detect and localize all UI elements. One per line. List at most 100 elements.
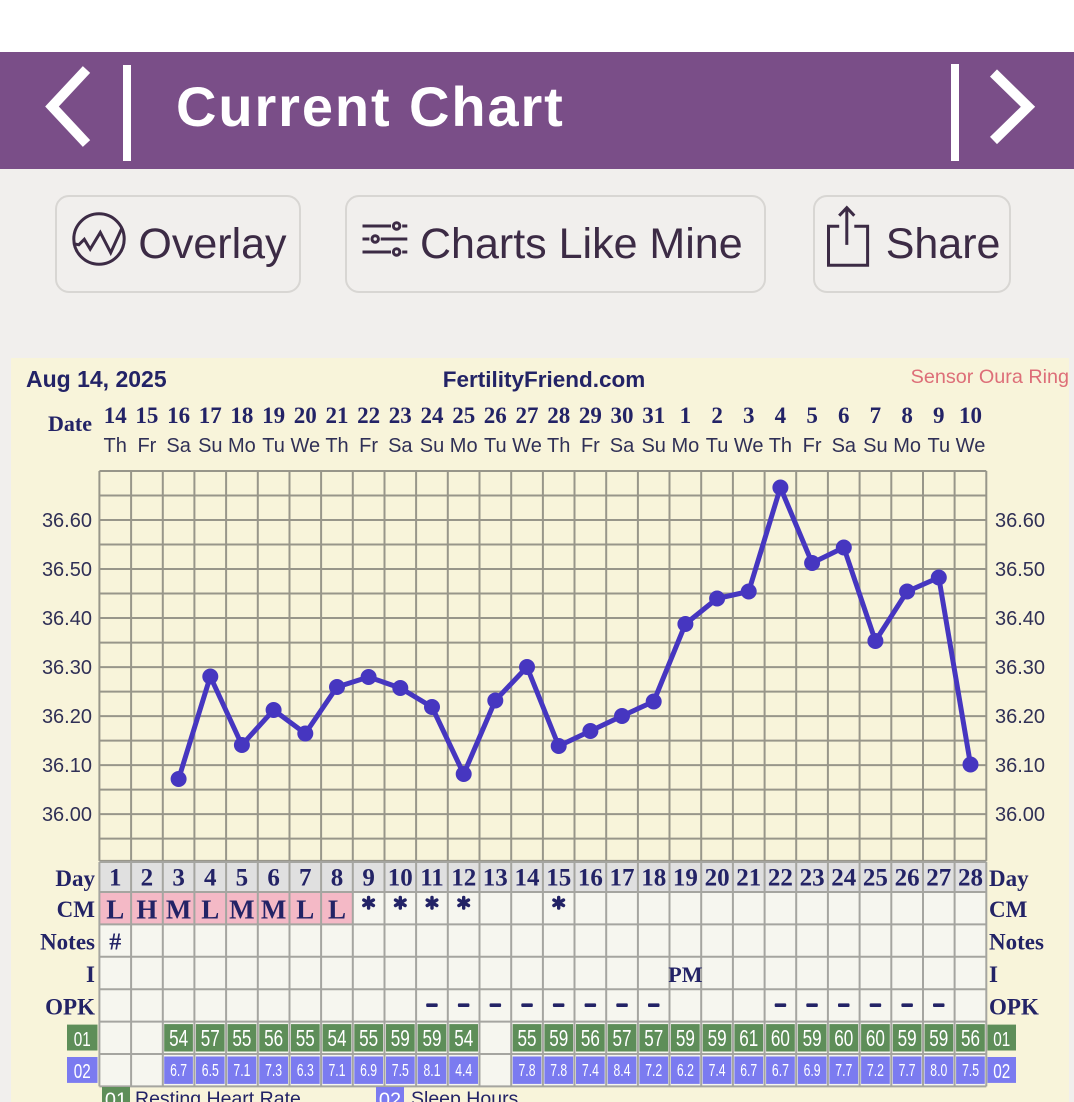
svg-text:22: 22 — [357, 403, 380, 428]
svg-text:18: 18 — [230, 403, 253, 428]
svg-text:Sa: Sa — [610, 435, 635, 457]
svg-text:7: 7 — [870, 403, 882, 428]
svg-text:6.2: 6.2 — [677, 1060, 694, 1080]
svg-text:17: 17 — [199, 403, 222, 428]
svg-text:1: 1 — [680, 403, 692, 428]
svg-text:36.10: 36.10 — [995, 755, 1045, 777]
svg-text:Fr: Fr — [581, 435, 600, 457]
svg-text:18: 18 — [641, 865, 666, 892]
svg-text:19: 19 — [673, 865, 698, 892]
svg-text:13: 13 — [483, 865, 508, 892]
svg-text:57: 57 — [644, 1025, 663, 1051]
svg-text:02: 02 — [379, 1090, 401, 1102]
svg-text:7: 7 — [299, 865, 312, 892]
svg-text:2: 2 — [141, 865, 154, 892]
svg-text:27: 27 — [516, 403, 539, 428]
svg-text:6.7: 6.7 — [772, 1060, 789, 1080]
svg-text:Fr: Fr — [359, 435, 378, 457]
svg-text:17: 17 — [610, 865, 635, 892]
svg-text:M: M — [166, 895, 191, 925]
svg-text:11: 11 — [420, 865, 444, 892]
svg-text:28: 28 — [547, 403, 570, 428]
svg-text:57: 57 — [201, 1025, 220, 1051]
svg-text:36.20: 36.20 — [42, 706, 92, 728]
svg-text:2: 2 — [711, 403, 723, 428]
svg-text:6.9: 6.9 — [360, 1060, 377, 1080]
svg-text:20: 20 — [705, 865, 730, 892]
svg-text:Sa: Sa — [166, 435, 191, 457]
svg-text:36.10: 36.10 — [42, 755, 92, 777]
svg-text:Date: Date — [48, 411, 92, 436]
svg-text:7.4: 7.4 — [582, 1060, 599, 1080]
svg-text:3: 3 — [743, 403, 755, 428]
svg-text:8.4: 8.4 — [614, 1060, 631, 1080]
svg-text:Notes: Notes — [40, 930, 95, 955]
svg-text:60: 60 — [866, 1025, 885, 1051]
svg-text:27: 27 — [926, 865, 951, 892]
svg-text:4.4: 4.4 — [455, 1060, 472, 1080]
svg-text:Mo: Mo — [672, 435, 700, 457]
svg-text:CM: CM — [989, 897, 1028, 922]
svg-text:31: 31 — [642, 403, 665, 428]
svg-text:3: 3 — [172, 865, 185, 892]
svg-text:60: 60 — [834, 1025, 853, 1051]
svg-text:Mo: Mo — [228, 435, 256, 457]
svg-text:28: 28 — [958, 865, 983, 892]
svg-text:7.7: 7.7 — [899, 1060, 916, 1080]
svg-text:Tu: Tu — [484, 435, 507, 457]
svg-text:We: We — [956, 435, 986, 457]
svg-text:59: 59 — [898, 1025, 917, 1051]
svg-text:Sensor Oura Ring: Sensor Oura Ring — [911, 366, 1069, 388]
svg-text:L: L — [328, 895, 346, 925]
svg-text:55: 55 — [296, 1025, 315, 1051]
svg-text:16: 16 — [167, 403, 190, 428]
svg-text:25: 25 — [452, 403, 475, 428]
svg-text:01: 01 — [105, 1090, 127, 1102]
svg-text:Day: Day — [55, 866, 95, 891]
svg-text:21: 21 — [326, 403, 349, 428]
svg-text:57: 57 — [613, 1025, 632, 1051]
svg-text:24: 24 — [421, 403, 445, 428]
svg-text:9: 9 — [362, 865, 375, 892]
svg-text:14: 14 — [515, 865, 541, 892]
svg-text:22: 22 — [768, 865, 793, 892]
svg-text:7.4: 7.4 — [709, 1060, 726, 1080]
svg-text:PM: PM — [668, 962, 702, 987]
svg-text:21: 21 — [736, 865, 761, 892]
svg-text:Fr: Fr — [137, 435, 156, 457]
svg-text:36.50: 36.50 — [995, 559, 1045, 581]
svg-text:36.00: 36.00 — [995, 804, 1045, 826]
svg-text:5: 5 — [806, 403, 818, 428]
svg-text:59: 59 — [423, 1025, 442, 1051]
svg-text:Th: Th — [769, 435, 792, 457]
svg-text:7.2: 7.2 — [867, 1060, 884, 1080]
svg-text:23: 23 — [800, 865, 825, 892]
svg-text:Sa: Sa — [388, 435, 413, 457]
svg-text:7.7: 7.7 — [835, 1060, 852, 1080]
svg-text:55: 55 — [232, 1025, 251, 1051]
svg-text:L: L — [296, 895, 314, 925]
svg-text:36.60: 36.60 — [42, 510, 92, 532]
svg-text:Tu: Tu — [262, 435, 285, 457]
svg-text:9: 9 — [933, 403, 945, 428]
svg-text:54: 54 — [454, 1025, 473, 1051]
svg-text:36.00: 36.00 — [42, 804, 92, 826]
svg-text:14: 14 — [104, 403, 128, 428]
svg-text:Su: Su — [420, 435, 444, 457]
svg-text:59: 59 — [391, 1025, 410, 1051]
svg-text:5: 5 — [236, 865, 249, 892]
svg-text:59: 59 — [803, 1025, 822, 1051]
svg-text:1: 1 — [109, 865, 122, 892]
svg-text:29: 29 — [579, 403, 602, 428]
svg-text:30: 30 — [611, 403, 634, 428]
svg-text:54: 54 — [169, 1025, 188, 1051]
svg-text:55: 55 — [359, 1025, 378, 1051]
svg-text:We: We — [512, 435, 542, 457]
svg-text:56: 56 — [264, 1025, 283, 1051]
svg-text:4: 4 — [204, 865, 217, 892]
svg-text:Aug 14, 2025: Aug 14, 2025 — [26, 366, 167, 392]
svg-text:Resting Heart Rate: Resting Heart Rate — [135, 1088, 301, 1102]
svg-text:15: 15 — [546, 865, 571, 892]
svg-text:#: # — [109, 930, 121, 956]
svg-text:M: M — [261, 895, 286, 925]
